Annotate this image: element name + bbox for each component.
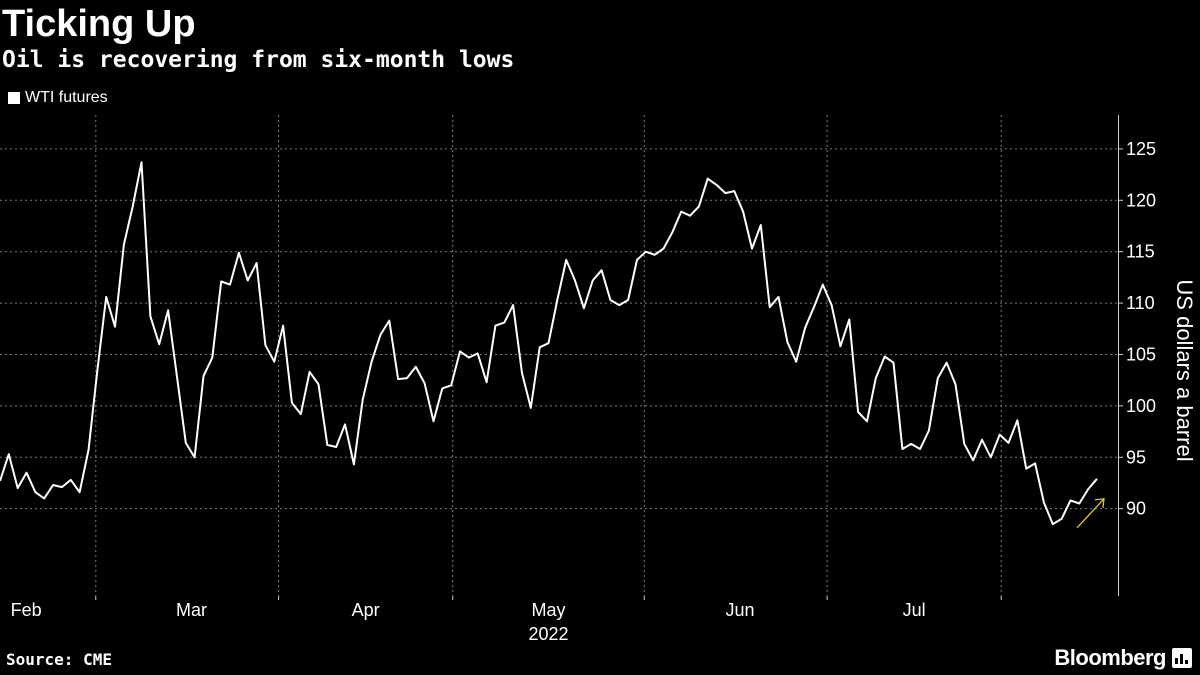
up-arrow-head [1094, 498, 1105, 508]
x-tick-label: May [531, 600, 565, 620]
source-note: Source: CME [6, 650, 112, 669]
y-tick-label: 95 [1126, 447, 1146, 467]
x-axis-year-label: 2022 [528, 624, 568, 644]
x-tick-label: Feb [11, 600, 42, 620]
brand: Bloomberg [1054, 645, 1192, 671]
legend-swatch [8, 92, 20, 104]
y-tick-label: 110 [1126, 293, 1155, 313]
y-tick-label: 100 [1126, 396, 1156, 416]
x-tick-label: Jul [903, 600, 926, 620]
y-tick-label: 115 [1126, 242, 1155, 262]
legend: WTI futures [8, 89, 108, 107]
y-axis-label: US dollars a barrel [1172, 279, 1197, 461]
brand-logo-text: Bloomberg [1054, 645, 1166, 670]
legend-label: WTI futures [25, 89, 108, 106]
y-tick-label: 105 [1126, 344, 1156, 364]
up-arrow-annotation [1076, 498, 1105, 529]
series-line-wti-futures [0, 161, 1098, 526]
chart-subtitle: Oil is recovering from six-month lows [2, 47, 515, 73]
y-tick-label: 90 [1126, 499, 1146, 519]
chart-title: Ticking Up [2, 3, 196, 45]
y-tick-label: 125 [1126, 139, 1156, 159]
x-tick-label: Jun [726, 600, 755, 620]
y-tick-label: 120 [1126, 190, 1156, 210]
x-tick-label: Mar [176, 600, 207, 620]
bloomberg-chart-icon [1172, 648, 1192, 668]
x-tick-label: Apr [352, 600, 380, 620]
